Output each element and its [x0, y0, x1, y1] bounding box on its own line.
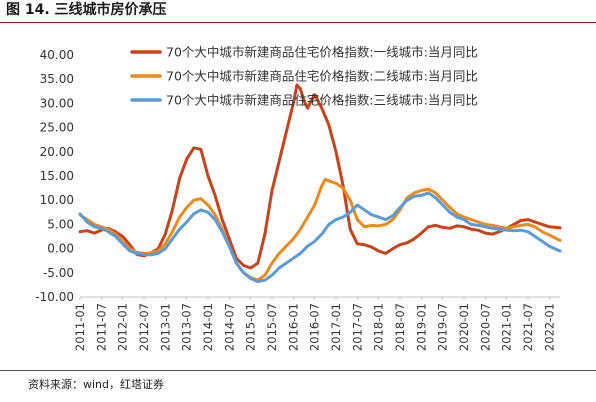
x-tick-label: 2014-01 — [201, 303, 215, 351]
x-tick-label: 2019-07 — [436, 303, 450, 351]
x-tick-label: 2021-01 — [500, 303, 514, 351]
chart-series — [78, 83, 562, 283]
x-tick-label: 2013-01 — [158, 303, 172, 351]
legend-label: 70个大中城市新建商品住宅价格指数:三线城市:当月同比 — [166, 93, 478, 108]
legend-entry-tier3: 70个大中城市新建商品住宅价格指数:三线城市:当月同比 — [130, 93, 478, 108]
series-tier2-line — [78, 177, 562, 282]
y-tick-label: 30.00 — [40, 96, 74, 110]
title-divider — [0, 22, 596, 23]
y-tick-label: 20.00 — [40, 145, 74, 159]
x-tick-label: 2018-01 — [372, 303, 386, 351]
y-tick-label: 35.00 — [40, 72, 74, 86]
series-tier3-line — [78, 191, 562, 283]
x-tick-label: 2016-01 — [286, 303, 300, 351]
x-tick-label: 2017-01 — [329, 303, 343, 351]
x-tick-label: 2016-07 — [308, 303, 322, 351]
legend-label: 70个大中城市新建商品住宅价格指数:一线城市:当月同比 — [166, 45, 478, 60]
line-chart: 40.00 35.00 30.00 25.00 20.00 15.00 10.00 5.00 0… — [35, 45, 562, 351]
x-tick-label: 2013-07 — [180, 303, 194, 351]
x-tick-label: 2019-01 — [414, 303, 428, 351]
x-tick-label: 2018-07 — [393, 303, 407, 351]
y-tick-label: 25.00 — [40, 121, 74, 135]
chart-axes: 40.00 35.00 30.00 25.00 20.00 15.00 10.00 5.00 0… — [35, 48, 560, 351]
figure-title: 图 14. 三线城市房价承压 — [6, 2, 167, 18]
series-tier1-line — [78, 83, 562, 270]
legend-entry-tier1: 70个大中城市新建商品住宅价格指数:一线城市:当月同比 — [130, 45, 478, 60]
y-tick-label: -10.00 — [35, 290, 74, 304]
chart-legend: 70个大中城市新建商品住宅价格指数:一线城市:当月同比 70个大中城市新建商品住宅… — [130, 45, 478, 108]
legend-entry-tier2: 70个大中城市新建商品住宅价格指数:二线城市:当月同比 — [130, 69, 478, 84]
y-tick-label: 10.00 — [40, 193, 74, 207]
x-tick-label: 2021-07 — [521, 303, 535, 351]
y-tick-label: 15.00 — [40, 169, 74, 183]
x-tick-label: 2020-07 — [478, 303, 492, 351]
y-tick-label: 40.00 — [40, 48, 74, 62]
x-tick-label: 2014-07 — [222, 303, 236, 351]
x-tick-label: 2020-01 — [457, 303, 471, 351]
y-tick-label: 5.00 — [47, 217, 74, 231]
x-tick-label: 2012-07 — [137, 303, 151, 351]
x-tick-label: 2015-07 — [265, 303, 279, 351]
y-tick-label: 0.00 — [47, 242, 74, 256]
x-tick-label: 2012-01 — [116, 303, 130, 351]
x-tick-label: 2017-07 — [350, 303, 364, 351]
x-tick-label: 2011-01 — [73, 303, 87, 351]
source-note: 资料来源：wind，红塔证券 — [28, 378, 165, 391]
source-divider — [0, 370, 596, 371]
y-tick-label: -5.00 — [43, 266, 74, 280]
x-tick-label: 2011-07 — [94, 303, 108, 351]
legend-label: 70个大中城市新建商品住宅价格指数:二线城市:当月同比 — [166, 69, 478, 84]
x-tick-label: 2022-01 — [542, 303, 556, 351]
x-tick-label: 2015-01 — [244, 303, 258, 351]
